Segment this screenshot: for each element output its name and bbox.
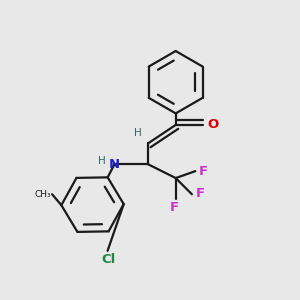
Text: Cl: Cl bbox=[102, 253, 116, 266]
Text: H: H bbox=[134, 128, 142, 138]
Text: F: F bbox=[199, 165, 208, 178]
Text: O: O bbox=[208, 118, 219, 131]
Text: F: F bbox=[195, 187, 205, 200]
Text: CH₃: CH₃ bbox=[34, 190, 51, 199]
Text: N: N bbox=[109, 158, 120, 171]
Text: F: F bbox=[170, 201, 179, 214]
Text: H: H bbox=[98, 156, 106, 167]
